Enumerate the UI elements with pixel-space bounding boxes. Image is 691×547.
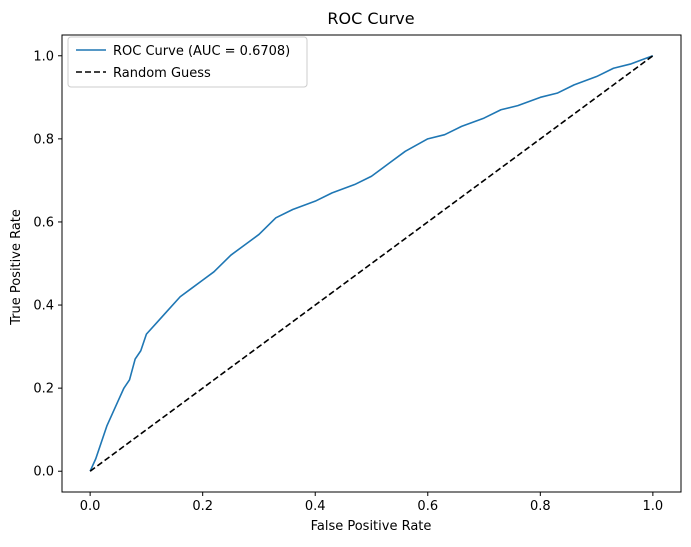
x-tick-label: 1.0 — [643, 499, 664, 514]
y-tick-label: 0.8 — [33, 132, 54, 147]
x-tick-label: 0.6 — [417, 499, 438, 514]
y-tick-label: 1.0 — [33, 49, 54, 64]
random-guess-line — [89, 55, 654, 472]
y-tick-label: 0.2 — [33, 382, 54, 397]
x-tick-label: 0.4 — [305, 499, 326, 514]
y-axis: 0.0 0.2 0.4 0.6 0.8 1.0 — [33, 49, 62, 480]
y-tick-label: 0.4 — [33, 299, 54, 314]
y-tick-label: 0.0 — [33, 465, 54, 480]
roc-curve-line — [89, 55, 654, 472]
plot-frame — [61, 34, 682, 493]
x-tick-label: 0.2 — [192, 499, 213, 514]
plot-area: 0.0 0.2 0.4 0.6 0.8 1.0 0.0 0.2 0.4 0.6 0.8 1.0 — [33, 34, 682, 514]
y-tick-label: 0.6 — [33, 215, 54, 230]
series-layer — [89, 55, 654, 472]
legend-label-random: Random Guess — [113, 66, 211, 81]
legend: ROC Curve (AUC = 0.6708) Random Guess — [67, 36, 308, 88]
chart-title: ROC Curve — [327, 9, 414, 28]
y-axis-label: True Positive Rate — [9, 209, 24, 326]
x-tick-label: 0.0 — [80, 499, 101, 514]
x-axis: 0.0 0.2 0.4 0.6 0.8 1.0 — [80, 492, 663, 514]
x-axis-label: False Positive Rate — [311, 519, 432, 534]
legend-label-roc: ROC Curve (AUC = 0.6708) — [113, 44, 290, 59]
x-tick-label: 0.8 — [530, 499, 551, 514]
legend-box — [67, 36, 308, 88]
